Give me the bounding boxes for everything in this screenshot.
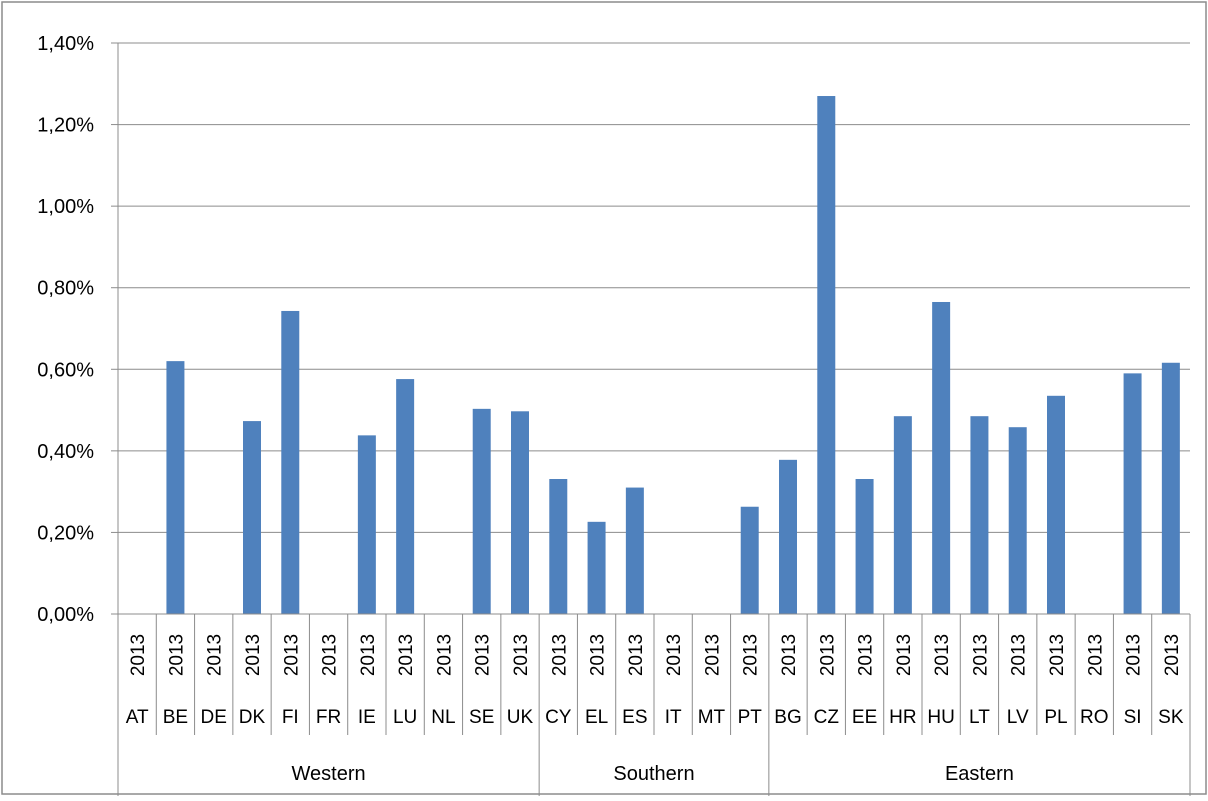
year-label: 2013 bbox=[434, 634, 455, 676]
category-label: LV bbox=[1007, 707, 1029, 728]
bar-uk bbox=[511, 411, 529, 614]
bar-es bbox=[625, 487, 644, 614]
year-label: 2013 bbox=[1047, 634, 1068, 676]
year-label: 2013 bbox=[932, 634, 953, 676]
category-label: CY bbox=[545, 707, 572, 728]
year-label: 2013 bbox=[588, 634, 609, 676]
category-label: DK bbox=[239, 707, 266, 728]
y-tick-label: 0,00% bbox=[37, 604, 94, 626]
y-axis-tick-labels: 0,00% 0,20% 0,40% 0,60% 0,80% 1,00% 1,20% 1,40% bbox=[37, 33, 94, 626]
year-label: 2013 bbox=[281, 634, 302, 676]
category-label: AT bbox=[126, 707, 149, 728]
bar-ee bbox=[855, 478, 874, 614]
bar-se bbox=[472, 408, 491, 614]
year-label: 2013 bbox=[817, 634, 838, 676]
bar-pl bbox=[1047, 395, 1065, 614]
year-label: 2013 bbox=[549, 634, 570, 676]
category-label: SI bbox=[1124, 707, 1142, 728]
category-label: UK bbox=[507, 707, 534, 728]
category-label: HR bbox=[889, 707, 916, 728]
year-label: 2013 bbox=[741, 634, 762, 676]
year-label: 2013 bbox=[396, 634, 417, 676]
bar-hu bbox=[932, 301, 951, 614]
year-label: 2013 bbox=[473, 634, 494, 676]
category-label: MT bbox=[698, 707, 726, 728]
axes bbox=[111, 42, 1191, 796]
bar-cz bbox=[817, 96, 836, 615]
year-label: 2013 bbox=[702, 634, 723, 676]
year-label: 2013 bbox=[1162, 634, 1183, 676]
category-label: HU bbox=[927, 707, 954, 728]
category-label: BE bbox=[163, 707, 188, 728]
year-label: 2013 bbox=[779, 634, 800, 676]
year-label: 2013 bbox=[894, 634, 915, 676]
x-axis-group-labels: Western Southern Eastern bbox=[292, 763, 1014, 785]
category-label: LT bbox=[969, 707, 990, 728]
year-label: 2013 bbox=[1009, 634, 1030, 676]
y-tick-label: 0,20% bbox=[37, 522, 94, 544]
year-label: 2013 bbox=[511, 634, 532, 676]
year-label: 2013 bbox=[1085, 634, 1106, 676]
group-label-eastern: Eastern bbox=[945, 763, 1014, 785]
year-label: 2013 bbox=[856, 634, 877, 676]
category-label: RO bbox=[1080, 707, 1109, 728]
category-label: LU bbox=[393, 707, 417, 728]
year-label: 2013 bbox=[664, 634, 685, 676]
y-tick-label: 0,80% bbox=[37, 278, 94, 300]
bar-si bbox=[1123, 373, 1142, 614]
y-tick-label: 1,40% bbox=[37, 33, 94, 55]
y-tick-label: 0,60% bbox=[37, 359, 94, 381]
category-label: IE bbox=[358, 707, 376, 728]
bar-lt bbox=[970, 416, 989, 614]
year-label: 2013 bbox=[1124, 634, 1145, 676]
category-label: FR bbox=[316, 707, 341, 728]
year-label: 2013 bbox=[970, 634, 991, 676]
category-label: CZ bbox=[814, 707, 840, 728]
y-tick-label: 1,20% bbox=[37, 115, 94, 137]
x-axis-tick-labels: 2013 AT 2013 BE 2013 DE 2013 DK 2013 FI 2013 FR 2013… bbox=[126, 634, 1184, 728]
category-label: EL bbox=[585, 707, 608, 728]
year-label: 2013 bbox=[626, 634, 647, 676]
year-label: 2013 bbox=[358, 634, 379, 676]
bar-lu bbox=[396, 379, 415, 614]
bar-cy bbox=[549, 478, 568, 614]
bar-el bbox=[587, 521, 606, 614]
bar-fi bbox=[281, 310, 300, 614]
category-label: BG bbox=[774, 707, 801, 728]
bar-sk bbox=[1161, 362, 1180, 614]
year-label: 2013 bbox=[166, 634, 187, 676]
bar-bg bbox=[779, 459, 797, 614]
category-label: IT bbox=[665, 707, 682, 728]
group-label-western: Western bbox=[292, 763, 366, 785]
bar-ie bbox=[357, 435, 376, 614]
bar-lv bbox=[1008, 427, 1027, 614]
year-label: 2013 bbox=[205, 634, 226, 676]
year-label: 2013 bbox=[128, 634, 149, 676]
category-label: FI bbox=[282, 707, 299, 728]
category-label: SK bbox=[1158, 707, 1184, 728]
bar-dk bbox=[243, 421, 261, 614]
year-label: 2013 bbox=[243, 634, 264, 676]
bar-pt bbox=[740, 506, 759, 614]
year-label: 2013 bbox=[320, 634, 341, 676]
category-label: ES bbox=[622, 707, 647, 728]
bar-hr bbox=[893, 416, 912, 614]
y-tick-label: 0,40% bbox=[37, 441, 94, 463]
category-label: PL bbox=[1044, 707, 1067, 728]
category-label: EE bbox=[852, 707, 877, 728]
category-label: SE bbox=[469, 707, 494, 728]
bar-be bbox=[166, 361, 185, 614]
bars bbox=[166, 96, 1180, 615]
category-label: PT bbox=[738, 707, 763, 728]
category-label: DE bbox=[201, 707, 227, 728]
y-tick-label: 1,00% bbox=[37, 196, 94, 218]
group-label-southern: Southern bbox=[613, 763, 694, 785]
category-label: NL bbox=[431, 707, 455, 728]
